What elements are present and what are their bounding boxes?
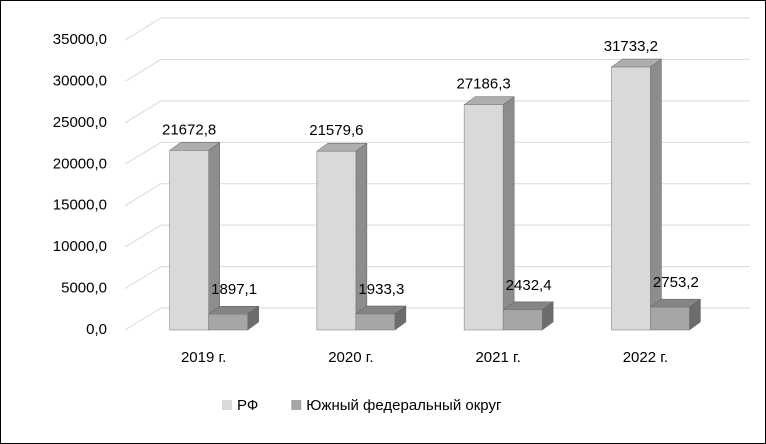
bar <box>611 66 651 331</box>
bar <box>208 314 248 331</box>
grid-line <box>124 183 750 207</box>
bar <box>355 313 396 331</box>
x-tick-label: 2020 г. <box>328 349 373 366</box>
y-tick-label: 20000,0 <box>53 155 107 172</box>
grid-line <box>124 58 750 82</box>
data-label: 31733,2 <box>604 38 658 55</box>
legend-label: РФ <box>237 397 258 414</box>
grid-line <box>124 307 750 331</box>
grid-line <box>124 100 750 124</box>
legend-swatch <box>222 400 232 410</box>
data-label: 21672,8 <box>162 121 216 138</box>
y-tick-label: 0,0 <box>86 321 107 338</box>
bar <box>502 309 543 331</box>
data-label: 21579,6 <box>309 122 363 139</box>
bar <box>650 306 690 331</box>
y-tick-label: 5000,0 <box>61 280 107 297</box>
grid-line <box>124 17 750 41</box>
bar <box>169 150 209 331</box>
bar <box>463 104 504 331</box>
y-tick-label: 15000,0 <box>53 197 107 214</box>
data-label: 2432,4 <box>506 277 552 294</box>
x-tick-label: 2021 г. <box>475 349 520 366</box>
data-label: 27186,3 <box>457 76 511 93</box>
y-tick-label: 10000,0 <box>53 238 107 255</box>
data-label: 1933,3 <box>358 281 404 298</box>
x-tick-label: 2022 г. <box>623 349 668 366</box>
data-label: 1897,1 <box>211 281 257 298</box>
grid-line <box>124 224 750 248</box>
y-tick-label: 30000,0 <box>53 72 107 89</box>
bar-side <box>502 96 515 331</box>
y-tick-label: 35000,0 <box>53 31 107 48</box>
x-tick-label: 2019 г. <box>181 349 226 366</box>
bar <box>316 150 357 331</box>
data-label: 2753,2 <box>653 274 699 291</box>
grid-line <box>124 266 750 289</box>
bar-side <box>355 142 368 331</box>
legend-label: Южный федеральный округ <box>306 397 502 414</box>
bar-side <box>208 141 220 331</box>
grid-line <box>124 141 750 165</box>
y-tick-label: 25000,0 <box>53 114 107 131</box>
legend-swatch <box>291 400 302 410</box>
